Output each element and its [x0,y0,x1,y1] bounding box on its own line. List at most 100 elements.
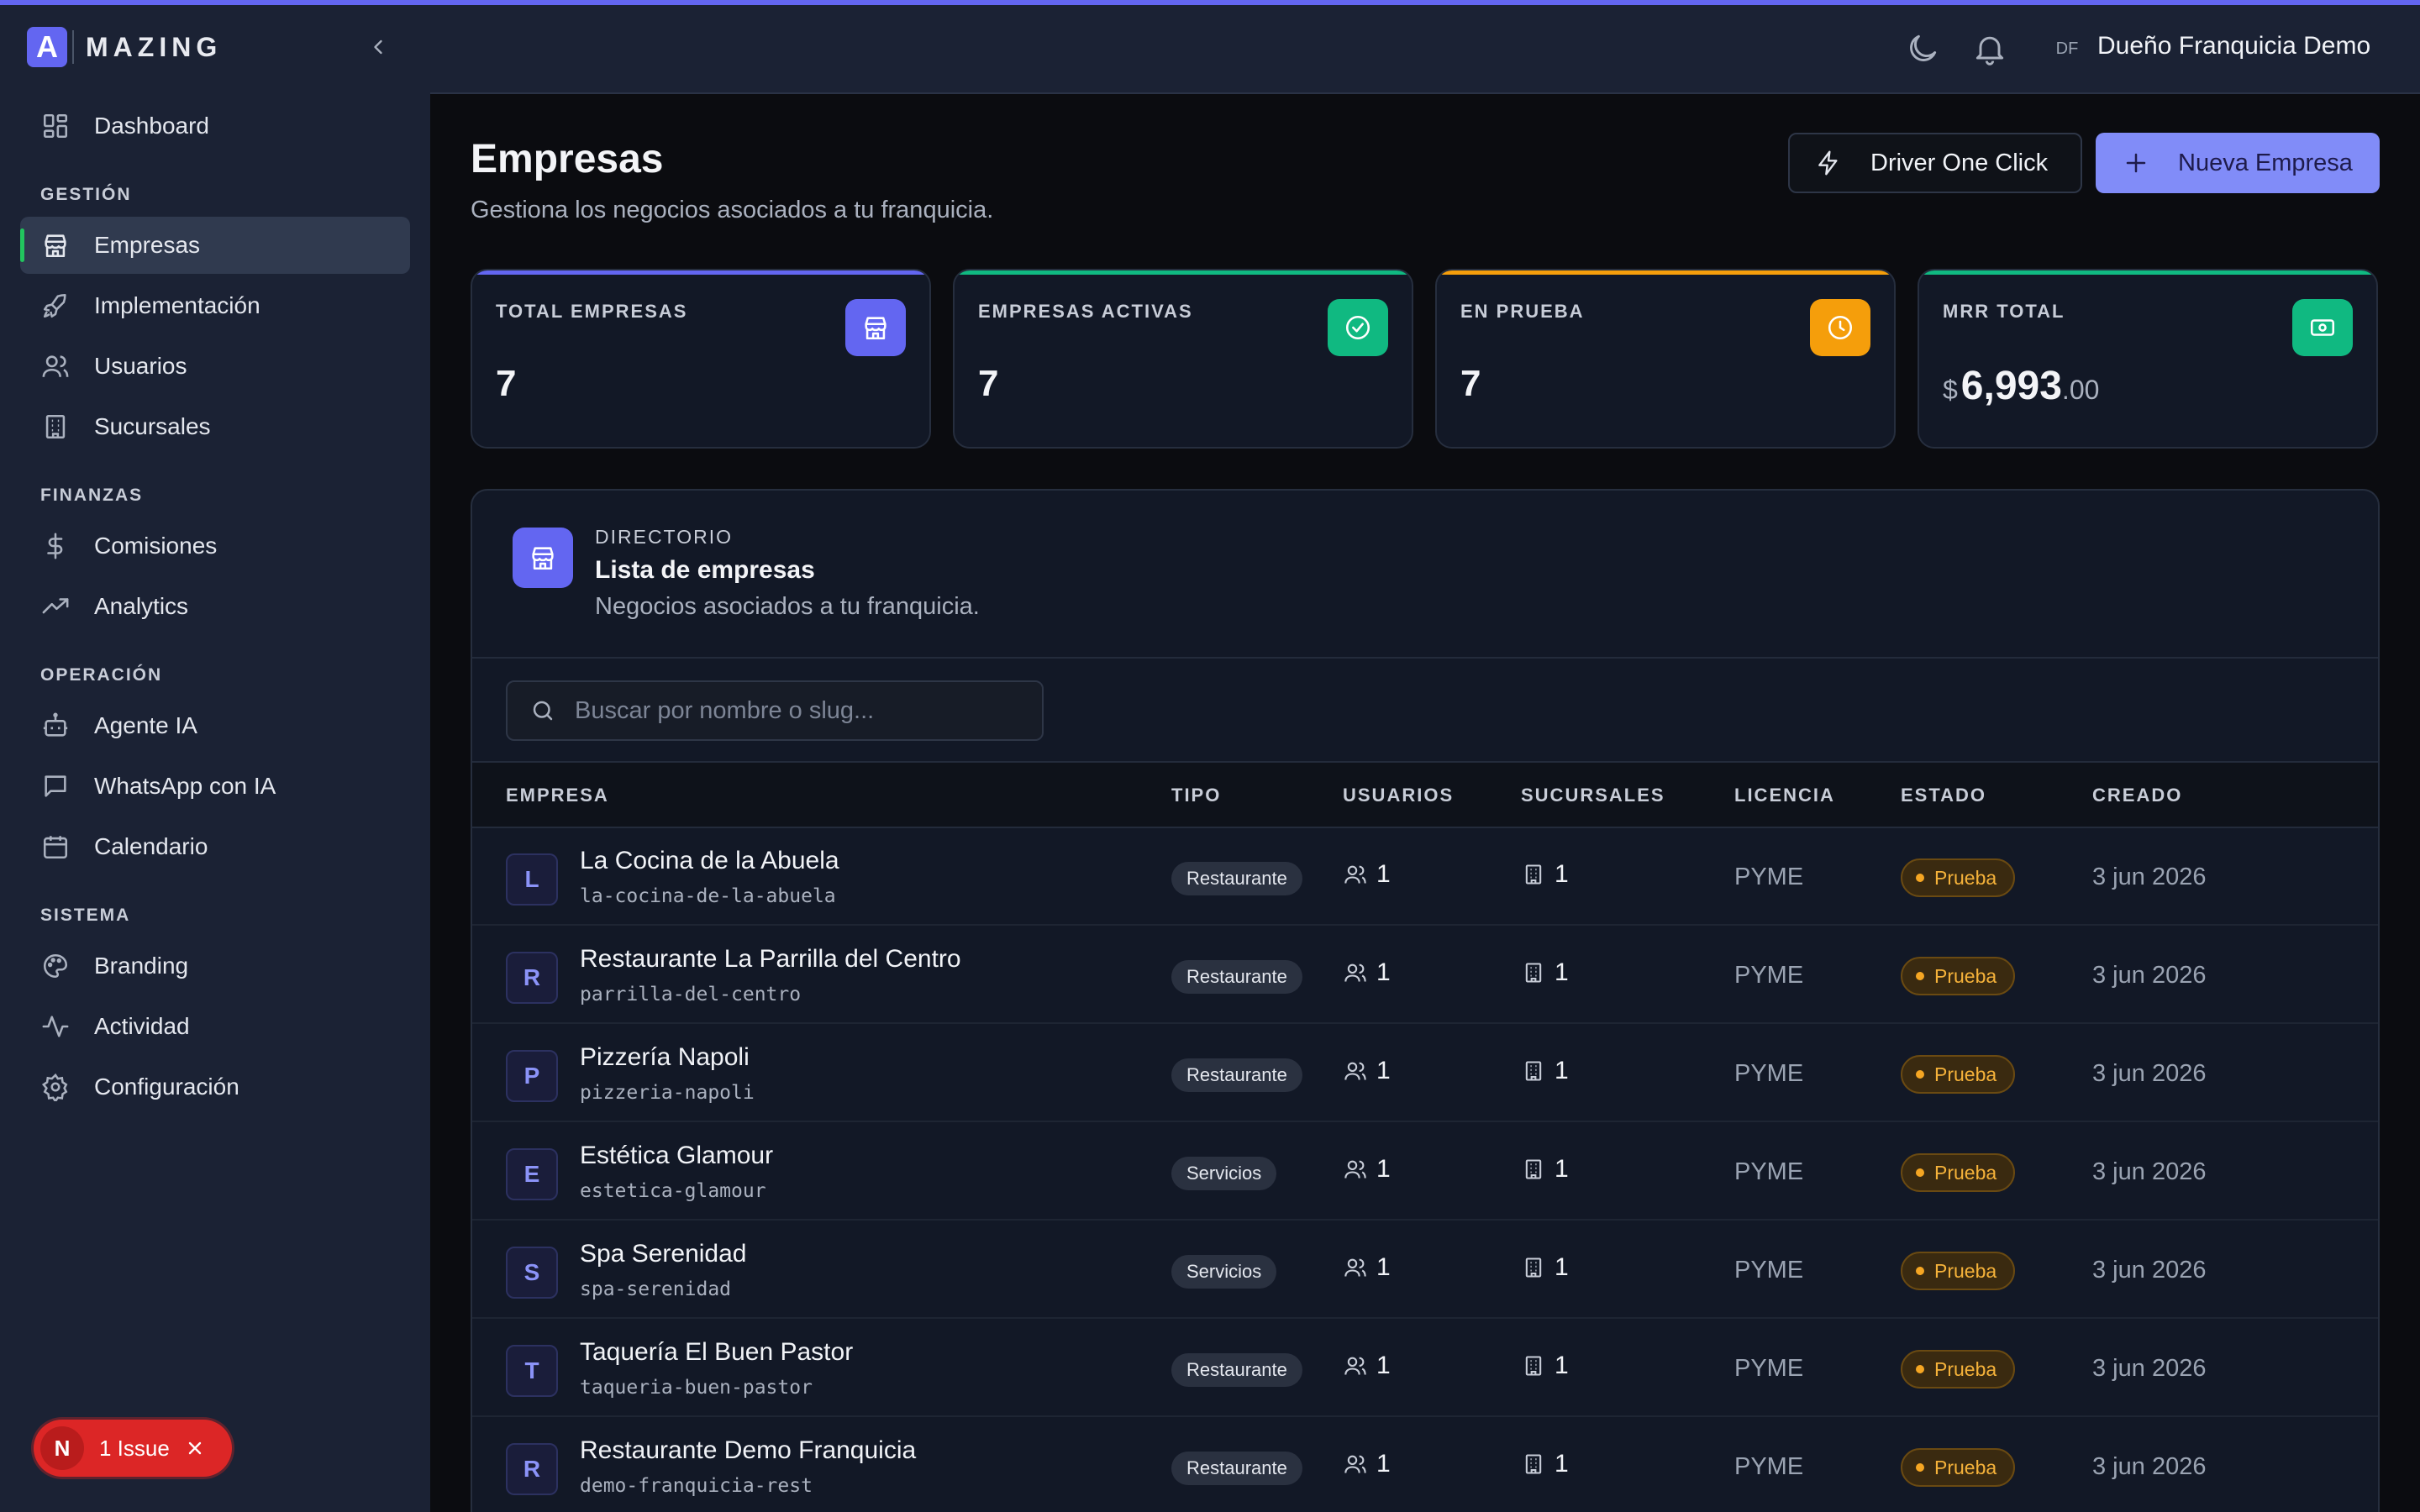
notifications-button[interactable] [1971,30,2008,67]
brand[interactable]: A MAZING [27,24,222,71]
mrr-currency: $ [1943,375,1958,405]
empresa-name[interactable]: Restaurante Demo Franquicia [580,1436,917,1464]
empresa-name[interactable]: Restaurante La Parrilla del Centro [580,945,961,973]
dashboard-icon [40,111,71,141]
issues-badge[interactable]: N 1 Issue [34,1420,232,1477]
check-circle-icon [1328,299,1388,356]
building-icon [1521,1353,1546,1378]
sidebar-item-actividad[interactable]: Actividad [20,998,410,1055]
mrr-integer: 6,993 [1960,364,2062,408]
empresa-name[interactable]: Estética Glamour [580,1142,774,1169]
sidebar-item-usuarios[interactable]: Usuarios [20,338,410,395]
users-icon [40,351,71,381]
empresa-avatar: R [506,1443,558,1495]
search-input[interactable] [575,696,1028,725]
tipo-badge: Restaurante [1171,1353,1302,1387]
sidebar-item-label: Calendario [94,833,208,859]
sidebar-item-dashboard[interactable]: Dashboard [20,97,410,155]
empresa-avatar: E [506,1148,558,1200]
search-icon [529,697,556,724]
empresa-name[interactable]: Spa Serenidad [580,1240,747,1268]
column-header-empresa[interactable]: EMPRESA [506,785,609,806]
column-header-tipo[interactable]: TIPO [1171,785,1222,806]
status-dot [1916,874,1924,882]
column-header-estado[interactable]: ESTADO [1901,785,1987,806]
search-box[interactable] [506,680,1044,741]
usuarios-value: 1 [1376,1155,1391,1183]
table-row[interactable]: R Restaurante La Parrilla del Centro parri… [472,927,2378,1024]
sidebar-item-empresas[interactable]: Empresas [20,217,410,274]
sidebar-nav: Dashboard GESTIÓN Empresas Implementació… [20,97,410,1119]
sucursales-value: 1 [1555,958,1569,986]
user-name[interactable]: Dueño Franquicia Demo [2097,32,2371,60]
sidebar-item-implementacion[interactable]: Implementación [20,277,410,334]
sidebar-item-label: Dashboard [94,113,209,139]
sidebar-item-label: Configuración [94,1074,239,1100]
new-empresa-button[interactable]: Nueva Empresa [2096,133,2380,193]
status-badge: Prueba [1901,1448,2016,1487]
building-icon [1521,862,1546,887]
table-row[interactable]: R Restaurante Demo Franquicia demo-franqui… [472,1418,2378,1512]
table-row[interactable]: T Taquería El Buen Pastor taqueria-buen-pa… [472,1320,2378,1417]
status-badge: Prueba [1901,1055,2016,1094]
collapse-sidebar-button[interactable] [361,30,395,64]
licencia-value: PYME [1734,1257,1804,1284]
theme-toggle-button[interactable] [1904,30,1941,67]
licencia-value: PYME [1734,1355,1804,1382]
page-title: Empresas [471,137,664,181]
usuarios-value: 1 [1376,1057,1391,1084]
table-row[interactable]: L La Cocina de la Abuela la-cocina-de-la-a… [472,828,2378,926]
store-icon [40,230,71,260]
driver-one-click-button[interactable]: Driver One Click [1788,133,2082,193]
table-row[interactable]: S Spa Serenidad spa-serenidad Servicios 1 1 PY… [472,1221,2378,1319]
empresa-name[interactable]: Pizzería Napoli [580,1043,750,1071]
bell-icon [1975,36,2004,66]
sidebar-item-configuracion[interactable]: Configuración [20,1058,410,1116]
stat-card-en-prueba: EN PRUEBA 7 [1435,269,1896,449]
column-header-usuarios[interactable]: USUARIOS [1343,785,1455,806]
users-icon [1343,1255,1368,1280]
sidebar-item-comisiones[interactable]: Comisiones [20,517,410,575]
status-badge: Prueba [1901,1153,2016,1192]
status-dot [1916,1168,1924,1177]
created-date: 3 jun 2026 [2092,1453,2207,1480]
column-header-sucursales[interactable]: SUCURSALES [1521,785,1665,806]
main-content: Empresas Gestiona los negocios asociados… [430,94,2420,1512]
empresa-name[interactable]: La Cocina de la Abuela [580,847,839,874]
user-avatar[interactable]: DF [2055,39,2079,58]
users-icon [1343,1058,1368,1084]
sidebar-item-whatsapp[interactable]: WhatsApp con IA [20,758,410,815]
top-accent-line [0,0,2420,5]
empresa-slug: demo-franquicia-rest [580,1475,813,1497]
plus-icon [2123,150,2149,176]
sidebar-item-label: Implementación [94,292,260,318]
bot-icon [40,711,71,741]
column-header-licencia[interactable]: LICENCIA [1734,785,1835,806]
clock-icon [1810,299,1870,356]
sucursales-count: 1 [1521,1155,1569,1184]
close-icon[interactable] [183,1436,207,1460]
chevron-left-icon [374,39,382,55]
sidebar-item-branding[interactable]: Branding [20,937,410,995]
empresa-avatar: T [506,1345,558,1397]
directory-title: Lista de empresas [595,556,815,584]
table-header: EMPRESA TIPO USUARIOS SUCURSALES LICENCI… [472,761,2378,828]
nav-section-operacion: OPERACIÓN [40,665,163,685]
empresa-name[interactable]: Taquería El Buen Pastor [580,1338,854,1366]
sidebar-item-calendario[interactable]: Calendario [20,818,410,875]
sidebar-item-analytics[interactable]: Analytics [20,578,410,635]
usuarios-count: 1 [1343,1057,1391,1085]
table-row[interactable]: P Pizzería Napoli pizzeria-napoli Restauran… [472,1025,2378,1122]
sidebar-item-label: Sucursales [94,413,211,439]
column-header-creado[interactable]: CREADO [2092,785,2183,806]
users-icon [1343,1452,1368,1477]
status-dot [1916,1365,1924,1373]
new-empresa-label: Nueva Empresa [2178,149,2353,176]
usuarios-value: 1 [1376,1253,1391,1281]
sidebar-item-agente-ia[interactable]: Agente IA [20,697,410,754]
usuarios-count: 1 [1343,958,1391,987]
table-row[interactable]: E Estética Glamour estetica-glamour Servici… [472,1123,2378,1221]
sidebar-item-label: Usuarios [94,353,187,379]
sidebar-item-sucursales[interactable]: Sucursales [20,398,410,455]
sidebar-item-label: Empresas [94,232,201,258]
